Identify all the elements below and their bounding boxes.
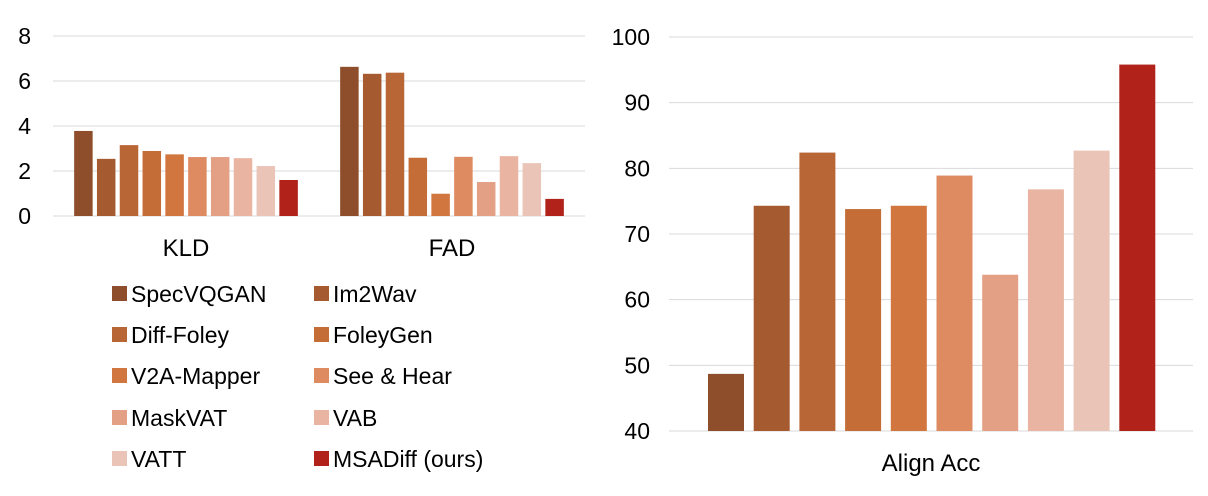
kld-fad-bar-chart: 0 2 4 6 8 KLD FAD (18, 23, 585, 262)
legend-swatch-maskvat (112, 410, 127, 425)
bar-kld-foleygen (142, 150, 162, 216)
bar-fad-msadiff-ours (545, 198, 564, 216)
legend-swatch-v2a-mapper (112, 368, 127, 383)
bar-align-acc-maskvat (982, 274, 1019, 431)
y-tick-label: 6 (18, 68, 31, 94)
bar-kld-specvqgan (74, 130, 93, 216)
y-tick-label: 40 (624, 418, 650, 444)
category-label-kld: KLD (163, 235, 210, 262)
legend-label-msadiff-ours: MSADiff (ours) (333, 446, 483, 472)
y-tick-label: 100 (612, 24, 650, 50)
legend-swatch-vab (314, 410, 329, 425)
legend-label-v2a-mapper: V2A-Mapper (131, 363, 260, 389)
bar-align-acc-v2a-mapper (890, 205, 927, 431)
bar-align-acc-vatt (1073, 150, 1110, 431)
bar-fad-v2a-mapper (431, 193, 450, 216)
bar-kld-v2a-mapper (165, 154, 184, 216)
bar-fad-foleygen (408, 157, 428, 216)
y-tick-label: 90 (624, 90, 650, 116)
align-acc-bar-chart: 40 50 60 70 80 90 100 Align Acc (612, 24, 1193, 477)
bar-kld-diff-foley (119, 145, 139, 216)
bar-align-acc-im2wav (753, 205, 790, 431)
legend-label-vab: VAB (333, 405, 377, 431)
legend-label-diff-foley: Diff-Foley (131, 322, 229, 348)
category-label-fad: FAD (429, 235, 476, 262)
legend-swatch-vatt (112, 451, 127, 466)
legend-swatch-specvqgan (112, 286, 127, 301)
bar-align-acc-specvqgan (708, 373, 744, 431)
legend-label-maskvat: MaskVAT (131, 405, 227, 431)
legend-swatch-msadiff-ours (314, 451, 329, 466)
legend-swatch-foleygen (314, 327, 329, 342)
bar-fad-vatt (522, 163, 542, 216)
legend-label-specvqgan: SpecVQGAN (131, 281, 267, 307)
bar-align-acc-msadiff-ours (1119, 64, 1156, 431)
y-tick-label: 60 (624, 287, 650, 313)
bar-kld-msadiff-ours (279, 180, 298, 216)
legend-swatch-diff-foley (112, 327, 127, 342)
y-tick-label: 2 (18, 158, 31, 184)
y-tick-label: 0 (18, 203, 31, 229)
legend-label-foleygen: FoleyGen (333, 322, 433, 348)
bar-fad-see-hear (454, 156, 473, 216)
legend-label-vatt: VATT (131, 446, 186, 472)
bar-kld-vab (233, 158, 253, 216)
category-label-align-acc: Align Acc (882, 450, 981, 477)
bar-align-acc-vab (1027, 189, 1064, 431)
y-tick-label: 8 (18, 23, 31, 49)
bar-fad-im2wav (362, 73, 382, 216)
y-tick-label: 80 (624, 155, 650, 181)
bar-kld-see-hear (188, 157, 207, 216)
bar-align-acc-foleygen (845, 209, 882, 431)
bar-kld-im2wav (96, 158, 116, 216)
y-tick-label: 50 (624, 352, 650, 378)
bar-kld-vatt (256, 166, 276, 216)
bar-fad-vab (499, 156, 519, 216)
legend-label-im2wav: Im2Wav (333, 281, 417, 307)
legend-swatch-see-hear (314, 368, 329, 383)
bar-fad-maskvat (476, 182, 496, 216)
bar-fad-diff-foley (385, 72, 405, 216)
y-tick-label: 70 (624, 221, 650, 247)
legend-label-see-hear: See & Hear (333, 363, 452, 389)
y-tick-label: 4 (18, 113, 31, 139)
bar-fad-specvqgan (340, 66, 359, 216)
legend: SpecVQGAN Im2Wav Diff-Foley FoleyGen V2A-Map… (112, 281, 483, 472)
bar-align-acc-see-hear (936, 175, 973, 431)
legend-swatch-im2wav (314, 286, 329, 301)
bar-kld-maskvat (210, 157, 230, 216)
bar-align-acc-diff-foley (799, 152, 836, 431)
